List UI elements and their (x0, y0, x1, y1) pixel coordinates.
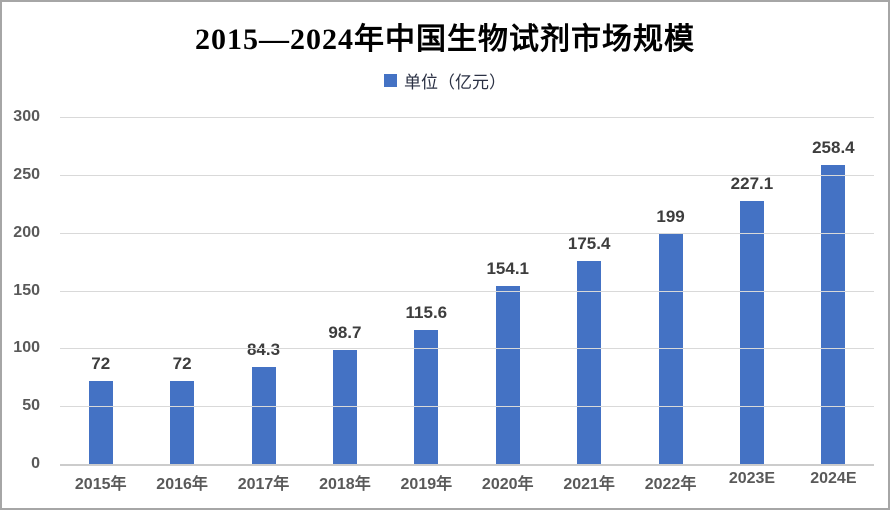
bar (739, 201, 764, 464)
bar-column: 84.3 (223, 117, 304, 464)
bar-column: 72 (141, 117, 222, 464)
gridline (60, 174, 874, 176)
y-tick-label: 200 (13, 223, 40, 241)
y-tick-label: 50 (22, 397, 40, 415)
x-category-label: 2023E (728, 470, 776, 487)
x-category-label: 2022年 (644, 476, 697, 493)
y-tick-label: 150 (13, 281, 40, 299)
bar (88, 380, 113, 464)
bar-column: 175.4 (548, 117, 629, 464)
bar (495, 285, 520, 464)
bar-column: 258.4 (793, 117, 874, 464)
bar (577, 261, 602, 464)
bars-row: 72 72 84.3 98.7 115.6 154.1 175.4 199 227.1 258.4 (60, 117, 874, 464)
y-tick-label: 100 (13, 339, 40, 357)
bar (251, 366, 276, 464)
gridline (60, 290, 874, 292)
bar-value-label: 115.6 (405, 303, 448, 323)
legend-swatch-icon (384, 74, 397, 87)
y-tick-label: 0 (31, 455, 40, 472)
x-axis: 2015年 2016年 2017年 2018年 2019年 2020年 2021年 2022年… (60, 470, 874, 494)
x-category-label: 2020年 (481, 476, 534, 493)
bar-value-label: 98.7 (328, 322, 362, 342)
bar (821, 165, 846, 464)
bar-column: 72 (60, 117, 141, 464)
bar-value-label: 72 (172, 353, 192, 373)
gridline (60, 232, 874, 234)
bar-value-label: 175.4 (567, 234, 611, 254)
bar-value-label: 84.3 (246, 339, 281, 359)
bar-column: 115.6 (386, 117, 467, 464)
x-category-label: 2024E (810, 470, 857, 487)
y-tick-label: 300 (13, 108, 40, 125)
bar-column: 154.1 (467, 117, 548, 464)
legend-label: 单位（亿元） (404, 73, 506, 92)
x-category-label: 2019年 (400, 476, 453, 493)
bar-value-label: 199 (656, 206, 685, 226)
x-category-label: 2016年 (156, 476, 208, 493)
bar (170, 380, 195, 464)
y-tick-label: 250 (13, 165, 40, 183)
x-category-label: 2018年 (319, 476, 371, 493)
chart-title: 2015—2024年中国生物试剂市场规模 (195, 23, 695, 56)
bar (414, 330, 439, 464)
x-category-label: 2021年 (563, 476, 615, 493)
bar-column: 227.1 (711, 117, 792, 464)
bar-value-label: 154.1 (486, 258, 529, 278)
y-axis: 0 50 100 150 200 250 300 (2, 108, 50, 472)
gridline (60, 117, 874, 118)
gridline (60, 348, 874, 350)
bar-value-label: 258.4 (812, 138, 855, 158)
x-category-label: 2015年 (74, 476, 127, 493)
gridline (60, 406, 874, 408)
legend: 单位（亿元） (2, 68, 888, 93)
bar-value-label: 72 (91, 353, 111, 373)
plot-area: 72 72 84.3 98.7 115.6 154.1 175.4 199 227.1 258.4 (60, 117, 874, 466)
bar-value-label: 227.1 (730, 174, 774, 194)
x-category-label: 2017年 (237, 476, 290, 493)
